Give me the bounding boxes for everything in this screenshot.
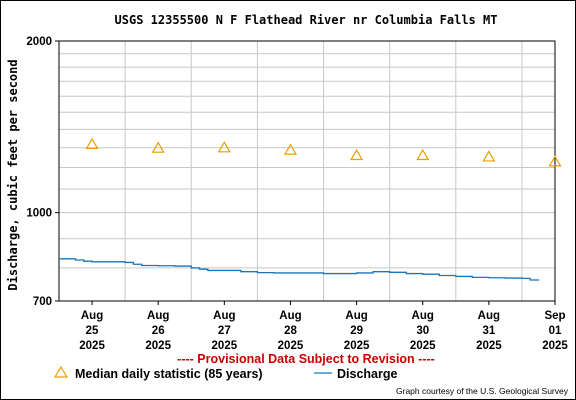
median-statistic-point bbox=[548, 155, 562, 167]
x-tick-label: Aug 27 2025 bbox=[212, 310, 238, 352]
median-statistic-point bbox=[85, 137, 99, 150]
series-layer bbox=[59, 137, 562, 281]
legend-triangle-icon bbox=[53, 365, 69, 378]
median-statistic-point bbox=[350, 148, 364, 161]
credit-text: Graph courtesy of the U.S. Geological Su… bbox=[396, 386, 569, 396]
legend: Median daily statistic (85 years) Discha… bbox=[53, 365, 397, 381]
median-statistic-point bbox=[283, 143, 298, 155]
provisional-notice: ---- Provisional Data Subject to Revisio… bbox=[177, 352, 435, 366]
y-axis-ticks: 2000 1000 700 bbox=[26, 36, 59, 308]
legend-discharge-label: Discharge bbox=[337, 367, 397, 381]
x-tick-label: Aug 30 2025 bbox=[410, 310, 436, 352]
discharge-series-line bbox=[59, 258, 540, 281]
x-tick-label: Aug 31 2025 bbox=[476, 310, 502, 352]
x-tick-label: Sep 01 2025 bbox=[542, 310, 568, 352]
median-statistic-point bbox=[482, 150, 496, 162]
y-tick-label: 1000 bbox=[26, 208, 52, 220]
median-statistic-point bbox=[217, 141, 231, 153]
chart-title: USGS 12355500 N F Flathead River nr Colu… bbox=[115, 13, 498, 27]
legend-median-label: Median daily statistic (85 years) bbox=[75, 367, 263, 381]
x-axis-ticks: Aug 25 2025 Aug 26 2025 Aug 27 2025 Aug 28 2025 Aug 2… bbox=[79, 301, 568, 352]
median-statistic-point bbox=[416, 148, 430, 161]
x-tick-label: Aug 26 2025 bbox=[145, 310, 171, 352]
plot-grid bbox=[59, 41, 555, 301]
median-statistic-point bbox=[151, 141, 165, 153]
plot-area bbox=[58, 40, 556, 302]
x-tick-label: Aug 28 2025 bbox=[278, 310, 304, 352]
y-tick-label: 700 bbox=[33, 296, 52, 308]
y-tick-label: 2000 bbox=[26, 36, 52, 48]
y-axis-label: Discharge, cubic feet per second bbox=[6, 59, 20, 290]
x-tick-label: Aug 25 2025 bbox=[79, 310, 105, 352]
x-tick-label: Aug 29 2025 bbox=[344, 310, 370, 352]
